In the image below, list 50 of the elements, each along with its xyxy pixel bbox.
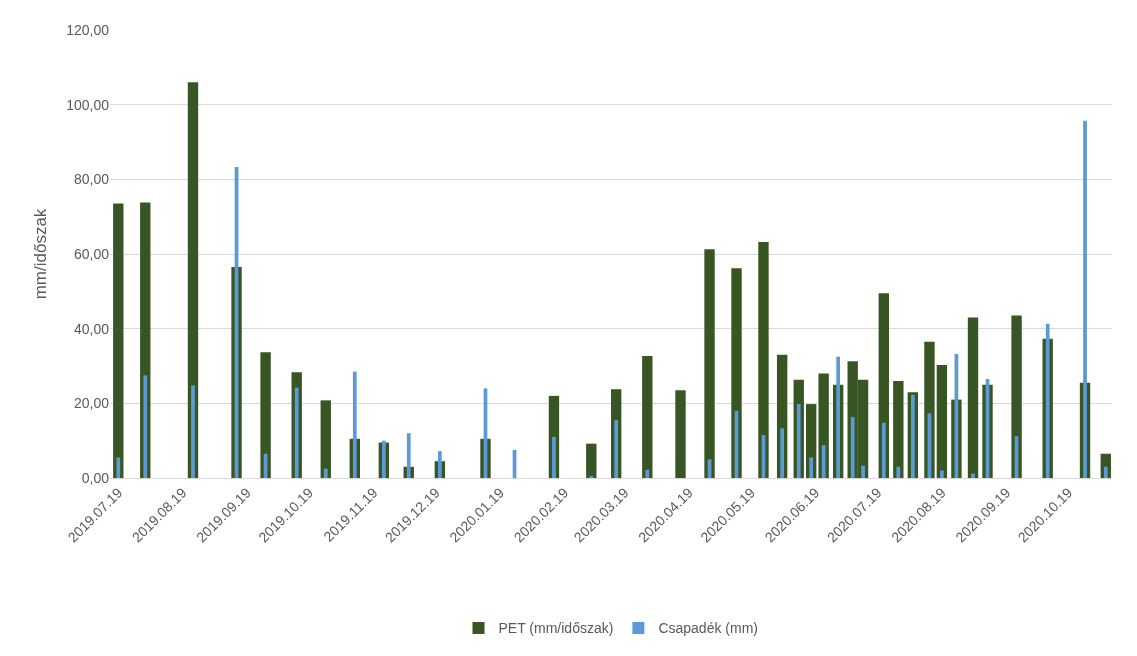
bar [821,445,826,478]
bar [260,352,271,478]
bar [971,473,975,478]
bar [323,468,328,478]
y-axis-title: mm/időszak [30,208,50,300]
bar [1011,315,1022,478]
bar [113,203,124,478]
y-tick-label: 40,00 [73,320,110,337]
bar [294,387,299,478]
legend-label: Csapadék (mm) [658,620,758,637]
y-tick-label: 0,00 [81,469,110,486]
bar [437,451,442,478]
bar [675,390,686,478]
bar [910,394,915,478]
bar [940,470,944,478]
bar [642,355,653,478]
bar [586,443,597,478]
y-tick-label: 60,00 [73,245,110,262]
bar [191,385,195,478]
y-tick-label: 20,00 [73,395,110,412]
y-tick-label: 120,00 [66,21,110,38]
bar [893,380,904,478]
bar [1045,323,1050,478]
bar [552,436,556,478]
bar [758,242,769,478]
bar [967,317,979,478]
bar [352,371,357,478]
bar [614,420,619,478]
bar [796,404,801,478]
bar [806,404,817,478]
bar [780,428,785,478]
bar [645,469,650,478]
bar [936,364,948,478]
bar [861,465,865,478]
bar [116,457,121,478]
bar [809,457,814,478]
bar [836,356,841,478]
y-tick-label: 100,00 [66,96,110,113]
bar [896,466,901,478]
bar [1083,120,1087,478]
bar [731,268,742,478]
bar [406,433,411,478]
bar [143,375,148,478]
y-tick-label: 80,00 [73,171,110,188]
bar [850,417,855,478]
bar [1103,466,1108,478]
bar [704,249,715,478]
bar [881,422,886,478]
legend-label: PET (mm/időszak) [498,620,614,637]
bar [320,400,331,478]
